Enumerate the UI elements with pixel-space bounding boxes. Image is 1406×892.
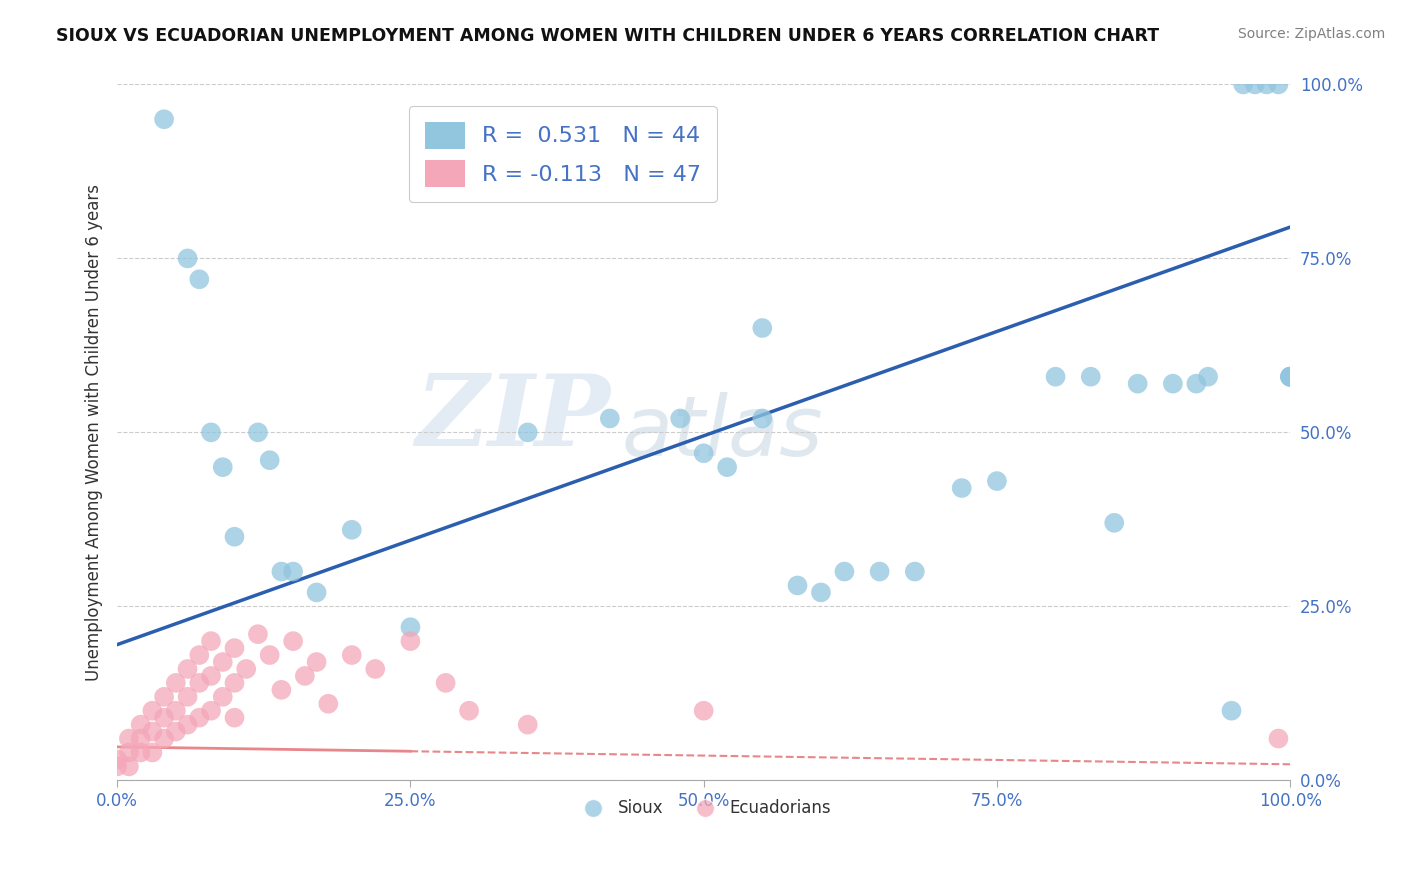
Point [692,704,714,718]
Point [118,731,141,746]
Point [986,474,1008,488]
Point [516,425,538,440]
Point [399,620,422,634]
Point [1197,369,1219,384]
Point [1267,78,1289,92]
Point [153,690,176,704]
Point [153,112,176,127]
Point [516,717,538,731]
Point [1161,376,1184,391]
Point [904,565,927,579]
Point [224,530,246,544]
Point [786,578,808,592]
Point [364,662,387,676]
Point [399,634,422,648]
Text: Source: ZipAtlas.com: Source: ZipAtlas.com [1237,27,1385,41]
Point [599,411,621,425]
Point [153,711,176,725]
Point [340,648,363,662]
Point [200,669,222,683]
Point [1279,369,1302,384]
Point [340,523,363,537]
Point [259,648,281,662]
Point [281,565,304,579]
Point [1279,369,1302,384]
Point [692,446,714,460]
Point [200,634,222,648]
Point [1102,516,1125,530]
Point [318,697,340,711]
Text: ZIP: ZIP [415,370,610,467]
Point [211,460,233,475]
Point [1279,369,1302,384]
Point [270,565,292,579]
Point [176,662,198,676]
Point [950,481,973,495]
Point [1220,704,1243,718]
Point [434,676,457,690]
Point [211,655,233,669]
Point [1126,376,1149,391]
Point [224,641,246,656]
Text: atlas: atlas [621,392,823,473]
Point [1045,369,1067,384]
Point [716,460,738,475]
Point [153,731,176,746]
Point [200,704,222,718]
Point [176,252,198,266]
Point [751,321,773,335]
Point [224,711,246,725]
Point [1232,78,1254,92]
Point [259,453,281,467]
Point [1080,369,1102,384]
Y-axis label: Unemployment Among Women with Children Under 6 years: Unemployment Among Women with Children U… [86,184,103,681]
Point [165,704,187,718]
Point [834,565,856,579]
Point [176,690,198,704]
Point [141,704,163,718]
Point [200,425,222,440]
Point [281,634,304,648]
Point [1279,369,1302,384]
Point [188,676,211,690]
Point [751,411,773,425]
Point [129,746,152,760]
Point [235,662,257,676]
Point [458,704,481,718]
Point [270,682,292,697]
Point [305,585,328,599]
Point [224,676,246,690]
Point [141,746,163,760]
Point [1185,376,1208,391]
Point [810,585,832,599]
Point [118,759,141,773]
Point [129,731,152,746]
Point [294,669,316,683]
Point [105,752,128,766]
Point [188,272,211,286]
Point [246,425,269,440]
Point [869,565,891,579]
Point [211,690,233,704]
Point [1279,369,1302,384]
Point [246,627,269,641]
Point [188,648,211,662]
Point [188,711,211,725]
Point [118,746,141,760]
Point [165,676,187,690]
Point [1256,78,1278,92]
Point [141,724,163,739]
Point [669,411,692,425]
Point [105,759,128,773]
Point [1244,78,1267,92]
Text: SIOUX VS ECUADORIAN UNEMPLOYMENT AMONG WOMEN WITH CHILDREN UNDER 6 YEARS CORRELA: SIOUX VS ECUADORIAN UNEMPLOYMENT AMONG W… [56,27,1160,45]
Point [165,724,187,739]
Point [176,717,198,731]
Legend: Sioux, Ecuadorians: Sioux, Ecuadorians [569,793,838,824]
Point [305,655,328,669]
Point [129,717,152,731]
Point [1267,731,1289,746]
